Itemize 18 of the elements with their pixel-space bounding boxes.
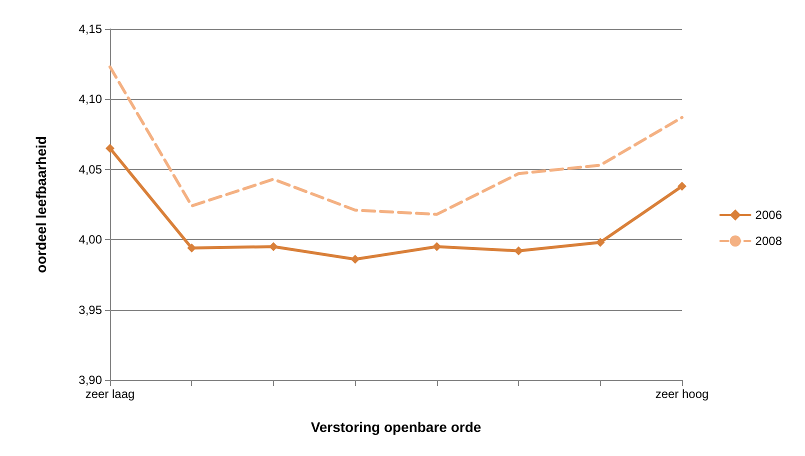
point xyxy=(432,242,442,252)
x-tick-label: zeer laag xyxy=(85,387,135,401)
y-tick-label: 3,95 xyxy=(78,302,102,317)
point xyxy=(350,254,360,264)
legend-label: 2008 xyxy=(755,234,782,248)
y-axis-title: oordeel leefbaarheid xyxy=(33,136,49,273)
y-tick-label: 4,10 xyxy=(78,92,102,106)
x-tick-label: zeer hoog xyxy=(655,387,709,401)
point xyxy=(106,144,114,153)
y-tick-label: 4,05 xyxy=(78,162,102,176)
y-tick-label: 3,90 xyxy=(78,373,102,387)
point xyxy=(596,238,605,247)
y-tick-label: 4,00 xyxy=(78,232,102,247)
line-series xyxy=(108,65,684,216)
legend-label: 2006 xyxy=(755,208,782,222)
y-tick-label: 4,15 xyxy=(78,22,102,36)
x-axis-title: Verstoring openbare orde xyxy=(310,419,482,435)
point xyxy=(678,182,686,191)
